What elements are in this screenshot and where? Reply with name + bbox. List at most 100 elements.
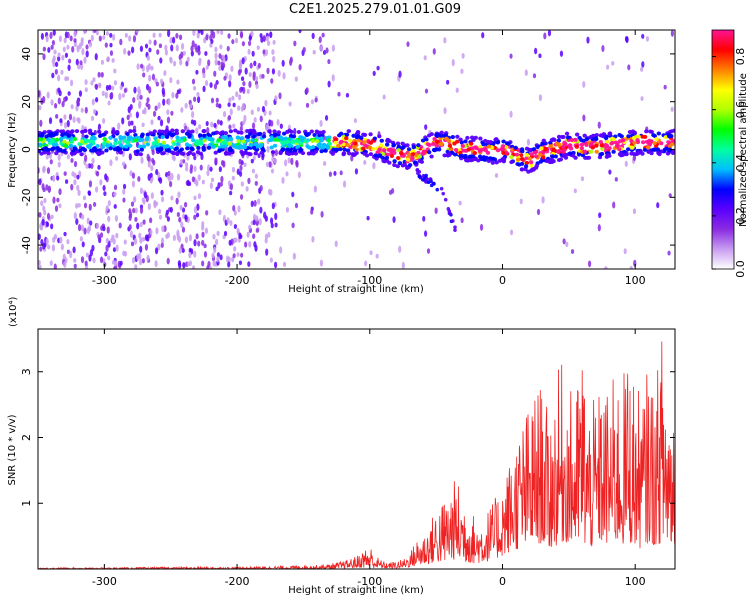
heatmap-cell xyxy=(473,145,478,150)
heatmap-cell xyxy=(573,138,578,143)
heatmap-cell xyxy=(89,220,93,226)
heatmap-cell xyxy=(424,124,428,130)
heatmap-cell xyxy=(481,142,486,147)
heatmap-cell xyxy=(136,93,140,101)
heatmap-cell xyxy=(266,67,270,75)
heatmap-cell xyxy=(248,142,253,147)
heatmap-cell xyxy=(161,140,167,145)
heatmap-cell xyxy=(243,114,247,123)
heatmap-cell xyxy=(123,87,127,94)
heatmap-cell xyxy=(476,158,481,163)
heatmap-cell xyxy=(147,161,151,168)
heatmap-cell xyxy=(69,139,75,144)
heatmap-cell xyxy=(196,203,200,211)
heatmap-cell xyxy=(443,107,447,115)
heatmap-cell xyxy=(65,179,69,184)
heatmap-cell xyxy=(248,80,252,88)
heatmap-cell xyxy=(291,134,297,139)
heatmap-cell xyxy=(112,33,116,41)
heatmap-cell xyxy=(144,43,149,49)
heatmap-cell xyxy=(188,260,193,267)
heatmap-cell xyxy=(209,82,213,89)
heatmap-cell xyxy=(108,135,113,140)
heatmap-cell xyxy=(167,30,171,38)
heatmap-cell xyxy=(272,40,276,45)
heatmap-cell xyxy=(115,129,120,134)
heatmap-cell xyxy=(501,150,506,155)
heatmap-cell xyxy=(313,185,317,193)
heatmap-cell xyxy=(241,41,245,47)
snr-x-label: Height of straight line (km) xyxy=(288,585,424,596)
colorbar-ticks: 0.0 0.2 0.4 0.6 0.8 xyxy=(712,48,747,278)
heatmap-cell xyxy=(177,235,182,243)
heatmap-cell xyxy=(316,143,322,148)
heatmap-cell xyxy=(369,250,373,256)
heatmap-cell xyxy=(291,222,295,229)
heatmap-cell xyxy=(321,32,325,38)
heatmap-cell xyxy=(247,48,251,55)
heatmap-cell xyxy=(178,216,182,223)
heatmap-cell xyxy=(38,104,42,111)
heatmap-cell xyxy=(51,58,55,65)
heatmap-cell xyxy=(90,80,94,86)
heatmap-cell xyxy=(97,164,101,170)
heatmap-cell xyxy=(434,139,440,144)
heatmap-cell xyxy=(580,176,585,182)
heatmap-cell xyxy=(59,236,63,244)
heatmap-cell xyxy=(193,96,197,102)
heatmap-cell xyxy=(280,141,285,146)
heatmap-cell xyxy=(551,159,556,164)
heatmap-cell xyxy=(228,74,232,82)
heatmap-cell xyxy=(42,187,46,193)
heatmap-cell xyxy=(391,148,397,153)
heatmap-cell xyxy=(612,201,616,209)
heatmap-cell xyxy=(103,191,107,196)
heatmap-cell xyxy=(424,230,428,237)
heatmap-cell xyxy=(158,177,163,184)
heatmap-cell xyxy=(444,136,449,141)
heatmap-cell xyxy=(279,123,283,129)
heatmap-cell xyxy=(49,260,53,267)
heatmap-cell xyxy=(173,147,178,152)
heatmap-cell xyxy=(45,154,49,160)
heatmap-cell xyxy=(537,152,543,157)
heatmap-cell xyxy=(133,196,137,203)
heatmap-cell xyxy=(667,134,672,139)
heatmap-cell xyxy=(529,163,534,168)
heatmap-cell xyxy=(240,252,244,258)
heatmap-cell xyxy=(541,196,545,204)
heatmap-cell xyxy=(598,152,603,157)
heatmap-cell xyxy=(564,131,570,136)
heatmap-cell xyxy=(466,147,471,152)
heatmap-cell xyxy=(421,150,426,155)
heatmap-cell xyxy=(63,122,68,129)
heatmap-cell xyxy=(90,115,95,122)
heatmap-cell xyxy=(161,151,166,156)
heatmap-cell xyxy=(193,214,197,220)
heatmap-cell xyxy=(184,236,189,244)
heatmap-cell xyxy=(385,138,390,143)
heatmap-cell xyxy=(105,244,109,252)
heatmap-cell xyxy=(617,152,623,157)
heatmap-cell xyxy=(644,139,650,144)
heatmap-cell xyxy=(216,30,220,35)
heatmap-cell xyxy=(201,147,207,152)
heatmap-cell xyxy=(52,196,56,204)
heatmap-cell xyxy=(131,129,137,134)
heatmap-cell xyxy=(179,159,183,166)
heatmap-cell xyxy=(79,236,83,242)
heatmap-cell xyxy=(272,133,278,138)
heatmap-cell xyxy=(312,132,317,137)
heatmap-cell xyxy=(175,44,179,52)
heatmap-cell xyxy=(608,169,612,175)
heatmap-cell xyxy=(293,127,297,136)
heatmap-cell xyxy=(423,55,427,61)
heatmap-cell xyxy=(102,117,106,124)
heatmap-cell xyxy=(281,59,285,67)
heatmap-cell xyxy=(128,224,132,230)
heatmap-cell xyxy=(40,239,44,245)
heatmap-cell xyxy=(582,149,588,154)
heatmap-cell xyxy=(629,265,633,269)
heatmap-cell xyxy=(327,80,331,88)
heatmap-cell xyxy=(218,166,222,173)
